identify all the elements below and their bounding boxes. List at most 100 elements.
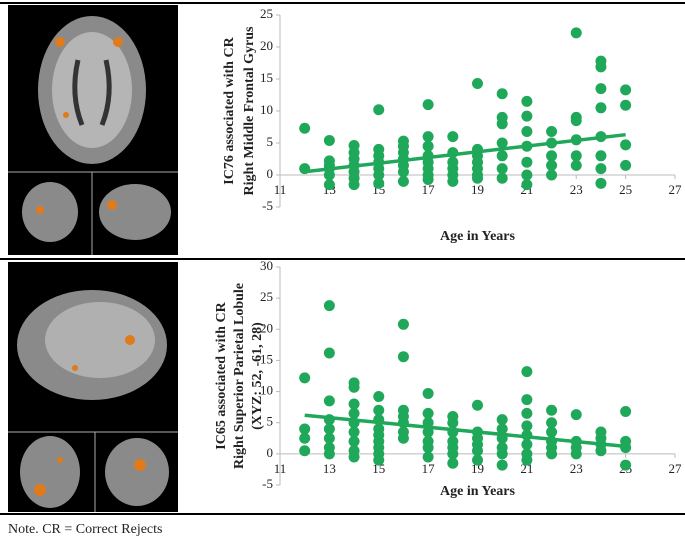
- point: [373, 454, 385, 466]
- point: [546, 159, 558, 171]
- point: [299, 432, 311, 444]
- point: [620, 406, 632, 418]
- point: [546, 448, 558, 460]
- point: [546, 426, 558, 438]
- point: [397, 318, 409, 330]
- x-tick-label: 11: [274, 461, 287, 476]
- y-tick-label: -5: [262, 476, 273, 491]
- point: [397, 351, 409, 363]
- x-tick-label: 25: [619, 182, 632, 197]
- point: [373, 169, 385, 181]
- point: [422, 426, 434, 438]
- y-tick-label: 25: [260, 289, 273, 304]
- point: [521, 366, 533, 378]
- y-tick-label: 0: [267, 445, 274, 460]
- point: [397, 175, 409, 187]
- point: [521, 454, 533, 466]
- point: [496, 414, 508, 426]
- point: [546, 169, 558, 181]
- x-tick-label: 13: [323, 461, 336, 476]
- point: [299, 122, 311, 134]
- x-axis-title: Age in Years: [440, 484, 515, 499]
- point: [348, 435, 360, 447]
- point: [496, 172, 508, 184]
- point: [472, 172, 483, 184]
- point: [422, 131, 434, 143]
- point: [620, 459, 632, 471]
- point: [472, 454, 483, 466]
- trend-line: [304, 413, 626, 449]
- point: [422, 442, 434, 454]
- point: [397, 166, 409, 178]
- point: [447, 417, 459, 429]
- point: [422, 407, 434, 419]
- y-tick-label: 5: [267, 134, 274, 149]
- point: [496, 150, 508, 162]
- point: [570, 150, 582, 162]
- point: [323, 423, 335, 435]
- y-tick-label: 15: [260, 351, 273, 366]
- point: [521, 394, 533, 406]
- brain-images-bottom: [8, 262, 178, 512]
- point: [620, 84, 632, 96]
- point: [496, 88, 508, 100]
- note: Note. CR = Correct Rejects: [8, 522, 162, 537]
- point: [422, 387, 434, 399]
- point: [595, 445, 607, 457]
- point: [299, 445, 311, 457]
- point: [521, 439, 533, 451]
- point: [595, 61, 607, 73]
- point: [397, 432, 409, 444]
- point: [472, 399, 483, 411]
- x-tick-label: 19: [471, 461, 484, 476]
- point: [373, 104, 385, 116]
- point: [373, 404, 385, 416]
- point: [546, 417, 558, 429]
- point: [323, 448, 335, 460]
- y-tick-label: 20: [260, 38, 273, 53]
- x-tick-label: 15: [372, 461, 385, 476]
- x-tick-label: 27: [669, 461, 683, 476]
- x-tick-label: 23: [570, 461, 583, 476]
- point: [546, 150, 558, 162]
- x-tick-label: 17: [422, 182, 436, 197]
- point: [373, 177, 385, 189]
- point: [521, 95, 533, 107]
- point: [496, 459, 508, 471]
- point: [348, 451, 360, 463]
- point: [521, 110, 533, 122]
- point: [323, 395, 335, 407]
- y-tick-label: 10: [260, 383, 273, 398]
- point: [570, 27, 582, 39]
- point: [620, 139, 632, 151]
- x-tick-label: 17: [422, 461, 436, 476]
- y-tick-label: 10: [260, 102, 273, 117]
- point: [299, 423, 311, 435]
- point: [323, 300, 335, 312]
- point: [620, 99, 632, 111]
- point: [595, 102, 607, 114]
- point: [496, 163, 508, 175]
- point: [521, 407, 533, 419]
- point: [496, 118, 508, 130]
- point: [521, 156, 533, 168]
- point: [323, 432, 335, 444]
- point: [570, 115, 582, 127]
- point: [472, 77, 483, 89]
- x-tick-label: 21: [520, 461, 533, 476]
- point: [570, 159, 582, 171]
- point: [373, 391, 385, 403]
- point: [472, 445, 483, 457]
- point: [521, 420, 533, 432]
- brain-images-top: [8, 5, 178, 255]
- trend-line: [304, 132, 626, 174]
- point: [620, 159, 632, 171]
- point: [496, 448, 508, 460]
- y-tick-label: -5: [262, 198, 273, 213]
- y-tick-label: 25: [260, 6, 273, 21]
- point: [521, 179, 533, 191]
- point: [323, 169, 335, 181]
- y-tick-label: 0: [267, 166, 274, 181]
- y-axis-title: IC65 associated with CR: [214, 301, 229, 449]
